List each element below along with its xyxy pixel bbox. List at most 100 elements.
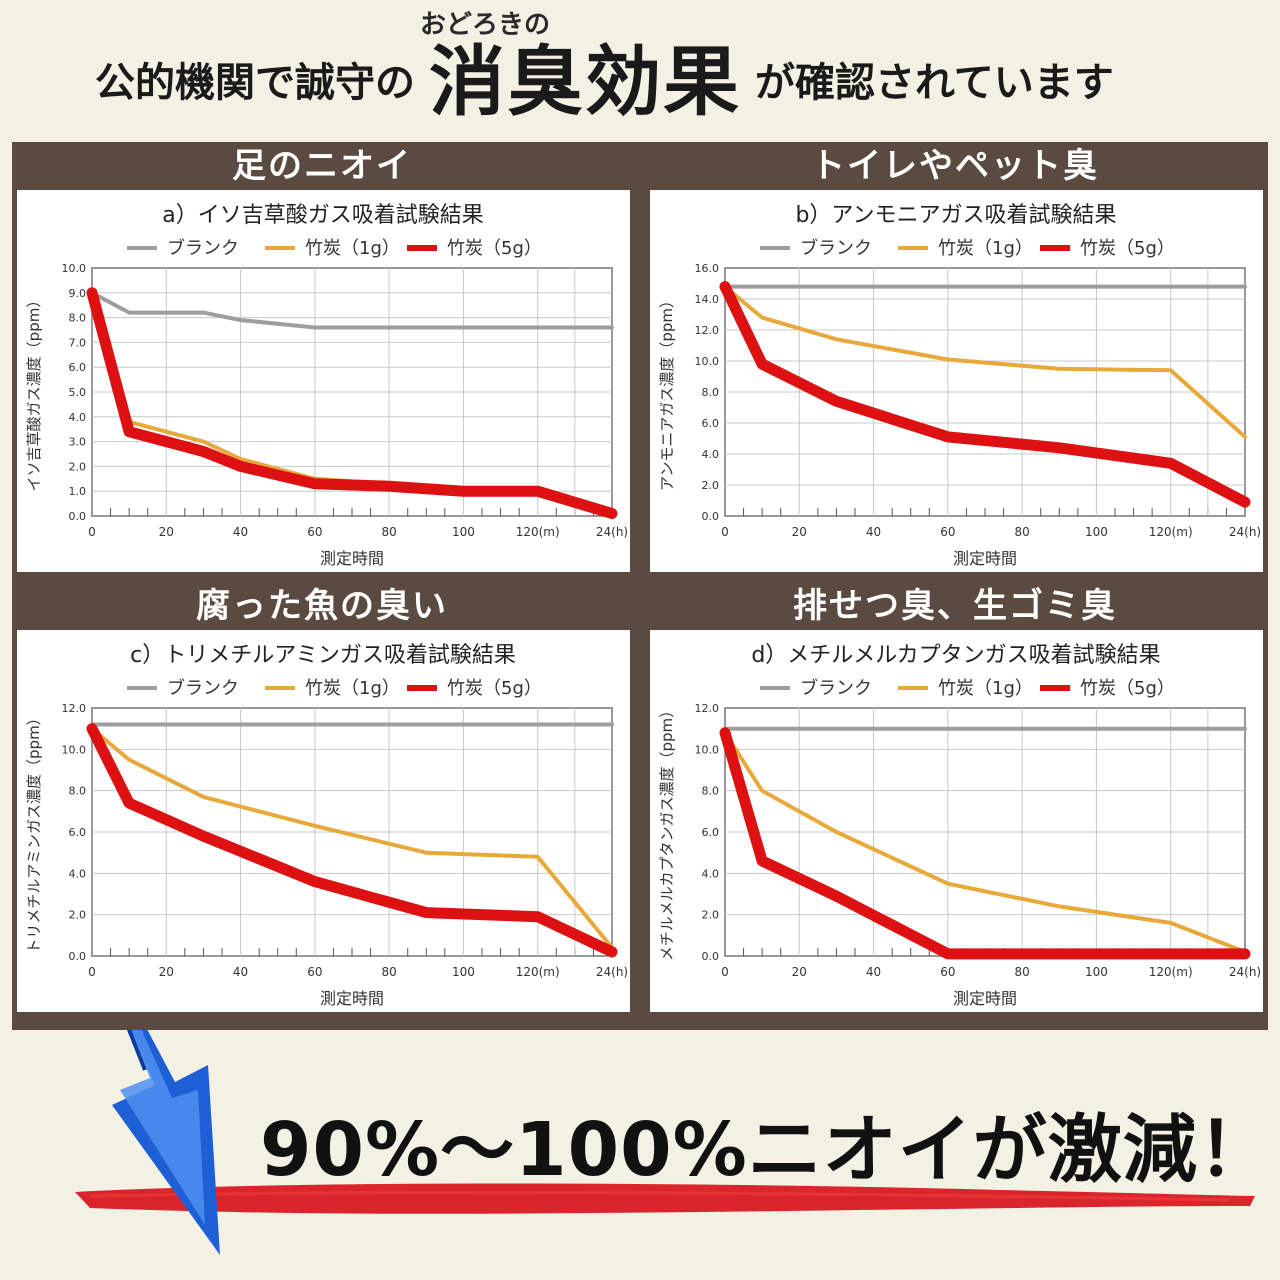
y-tick-label: 8.0: [702, 386, 720, 399]
x-tick-label: 80: [382, 965, 397, 979]
y-axis-label: メチルメルカプタンガス濃度（ppm）: [658, 703, 676, 961]
x-tick-label: 40: [866, 965, 881, 979]
x-tick-label: 40: [866, 525, 881, 539]
y-tick-label: 2.0: [702, 479, 720, 492]
y-tick-label: 6.0: [69, 361, 87, 374]
x-tick-label: 20: [792, 965, 807, 979]
y-tick-label: 6.0: [702, 417, 720, 430]
x-tick-label: 20: [792, 525, 807, 539]
x-tick-label: 80: [1015, 525, 1030, 539]
blue-down-arrow-icon: [112, 1030, 220, 1255]
y-tick-label: 10.0: [695, 355, 720, 368]
header-highlight: 消臭効果: [429, 37, 741, 126]
page-footer: 90%〜100%ニオイが激減！: [0, 1030, 1280, 1280]
x-tick-label: 0: [88, 525, 96, 539]
x-tick-label: 60: [940, 965, 955, 979]
x-tick-label: 40: [233, 525, 248, 539]
chart-subtitle: a）イソ吉草酸ガス吸着試験結果: [162, 203, 483, 228]
y-tick-label: 10.0: [62, 743, 87, 756]
y-tick-label: 5.0: [69, 386, 87, 399]
legend-label: 竹炭（1g）: [938, 238, 1033, 259]
page-header: おどろきの 公的機関で誠守の 消臭効果 が確認されています: [0, 0, 1280, 140]
red-brush-stroke-icon: [89, 1191, 1231, 1202]
y-tick-label: 6.0: [702, 826, 720, 839]
legend-label: 竹炭（5g）: [1080, 238, 1175, 259]
y-axis-label: トリメチルアミンガス濃度（ppm）: [25, 710, 43, 953]
footer-claim: 90%〜100%ニオイが激減！: [260, 1107, 1273, 1193]
panel-title: 腐った魚の臭い: [196, 586, 448, 626]
y-tick-label: 0.0: [702, 950, 720, 963]
series-line-charcoal-5g: [719, 281, 1251, 508]
panel-body: d）メチルメルカプタンガス吸着試験結果 ブランク 竹炭（1g） 竹炭（5g） 0.0 2.…: [650, 630, 1263, 1012]
x-tick-label: 24(h): [596, 525, 628, 539]
x-tick-label: 60: [307, 965, 322, 979]
y-tick-label: 2.0: [69, 460, 87, 473]
red-brush-stroke-icon: [75, 1183, 1255, 1214]
x-axis-label: 測定時間: [953, 989, 1017, 1008]
x-tick-label: 20: [159, 525, 174, 539]
x-tick-label: 120(m): [516, 525, 560, 539]
y-tick-label: 0.0: [702, 510, 720, 523]
header-suffix: が確認されています: [755, 60, 1114, 106]
x-tick-label: 120(m): [1149, 525, 1193, 539]
x-tick-label: 100: [452, 525, 475, 539]
x-tick-label: 60: [940, 525, 955, 539]
legend-label: 竹炭（1g）: [305, 678, 400, 699]
chart-subtitle: b）アンモニアガス吸着試験結果: [795, 203, 1116, 228]
series-line-charcoal-1g: [90, 726, 614, 950]
x-tick-label: 100: [1085, 965, 1108, 979]
chart-panel-a: 足のニオイ a）イソ吉草酸ガス吸着試験結果ブランク 竹炭（1g） 竹炭（5g） 0.0…: [12, 142, 632, 575]
legend-label: ブランク: [800, 677, 872, 699]
header-headline: 公的機関で誠守の 消臭効果 が確認されています: [95, 37, 1114, 130]
x-tick-label: 0: [721, 965, 729, 979]
legend-label: 竹炭（5g）: [447, 238, 542, 259]
series-line-charcoal-1g: [723, 730, 1247, 954]
y-tick-label: 12.0: [62, 702, 87, 715]
y-tick-label: 3.0: [69, 436, 87, 449]
x-tick-label: 120(m): [516, 965, 560, 979]
y-axis-label: アンモニアガス濃度（ppm）: [658, 293, 676, 491]
y-axis-label: イソ吉草酸ガス濃度（ppm）: [25, 293, 43, 492]
x-tick-label: 100: [1085, 525, 1108, 539]
y-tick-label: 8.0: [69, 785, 87, 798]
y-tick-label: 12.0: [695, 324, 720, 337]
x-tick-label: 80: [1015, 965, 1030, 979]
y-tick-label: 0.0: [69, 950, 87, 963]
y-tick-label: 7.0: [69, 336, 87, 349]
y-tick-label: 4.0: [702, 867, 720, 880]
panel-title: 足のニオイ: [232, 146, 412, 186]
y-tick-label: 9.0: [69, 287, 87, 300]
x-axis-label: 測定時間: [320, 989, 384, 1008]
y-tick-label: 14.0: [695, 293, 720, 306]
x-tick-label: 24(h): [596, 965, 628, 979]
footer-graphics: [75, 1030, 1255, 1255]
chart-panel-c: 腐った魚の臭い c）トリメチルアミンガス吸着試験結果 ブランク 竹炭（1g） 竹炭（5…: [12, 582, 632, 1015]
legend-label: ブランク: [800, 237, 872, 259]
legend-label: ブランク: [167, 677, 239, 699]
y-tick-label: 10.0: [62, 262, 87, 275]
panel-body: a）イソ吉草酸ガス吸着試験結果ブランク 竹炭（1g） 竹炭（5g） 0.0 1.0 2.0…: [17, 190, 630, 572]
y-tick-label: 8.0: [69, 312, 87, 325]
y-tick-label: 4.0: [69, 867, 87, 880]
y-tick-label: 0.0: [69, 510, 87, 523]
legend-label: 竹炭（1g）: [305, 238, 400, 259]
y-tick-label: 1.0: [69, 485, 87, 498]
y-tick-label: 12.0: [695, 702, 720, 715]
y-tick-label: 4.0: [69, 411, 87, 424]
legend-label: ブランク: [167, 237, 239, 259]
x-tick-label: 120(m): [1149, 965, 1193, 979]
x-tick-label: 60: [307, 525, 322, 539]
chart-grid: 足のニオイ a）イソ吉草酸ガス吸着試験結果 ブランク 竹炭（1g） 竹炭（5g） 0.0…: [12, 142, 1268, 1030]
panel-title: 排せつ臭、生ゴミ臭: [793, 586, 1117, 626]
x-tick-label: 100: [452, 965, 475, 979]
chart-subtitle: c）トリメチルアミンガス吸着試験結果: [130, 643, 516, 668]
x-axis-label: 測定時間: [320, 549, 384, 568]
legend-label: 竹炭（5g）: [1080, 678, 1175, 699]
series-line-blank: [90, 290, 614, 330]
chart-panel-d: 排せつ臭、生ゴミ臭 d）メチルメルカプタンガス吸着試験結果 ブランク 竹炭（1g） 竹…: [645, 582, 1265, 1015]
x-tick-label: 0: [721, 525, 729, 539]
